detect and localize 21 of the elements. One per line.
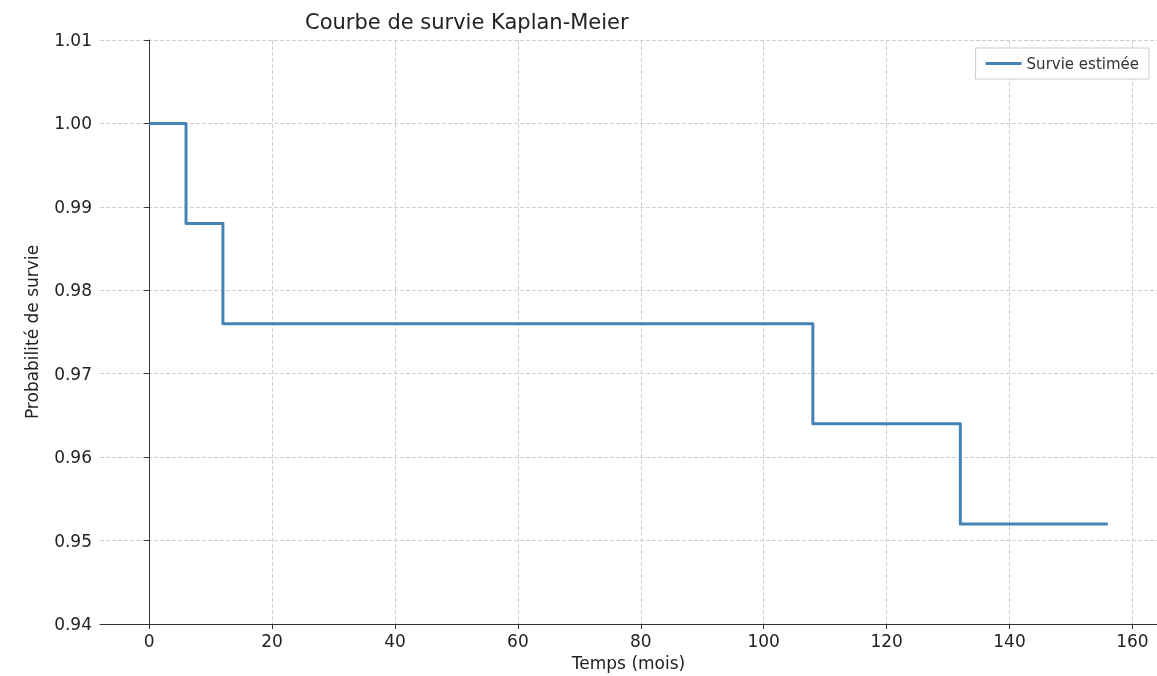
- x-tick-label: 0: [143, 630, 155, 651]
- x-tick-label: 40: [384, 630, 406, 651]
- x-tick-label: 160: [1116, 630, 1149, 651]
- y-tick-label: 0.96: [54, 447, 92, 468]
- y-tick-label: 0.95: [54, 530, 92, 551]
- y-tick-label: 0.94: [54, 614, 92, 634]
- y-tick-label: 0.98: [54, 280, 92, 301]
- y-tick-label: 0.97: [54, 363, 92, 384]
- y-tick-label: 1.00: [54, 113, 92, 134]
- y-tick-label: 0.99: [54, 196, 92, 217]
- y-axis-title: Probabilité de survie: [21, 244, 42, 420]
- x-tick-label: 60: [507, 630, 529, 651]
- x-tick-label: 20: [261, 630, 283, 651]
- x-tick-label: 140: [993, 630, 1026, 651]
- legend-label: Survie estimée: [1026, 54, 1140, 73]
- y-tick-label: 1.01: [54, 30, 92, 50]
- x-axis-title: Temps (mois): [570, 652, 686, 673]
- x-tick-label: 80: [629, 630, 652, 651]
- x-tick-label: 120: [870, 630, 903, 651]
- chart-title: Courbe de survie Kaplan-Meier: [305, 9, 630, 34]
- x-tick-label: 100: [747, 630, 780, 651]
